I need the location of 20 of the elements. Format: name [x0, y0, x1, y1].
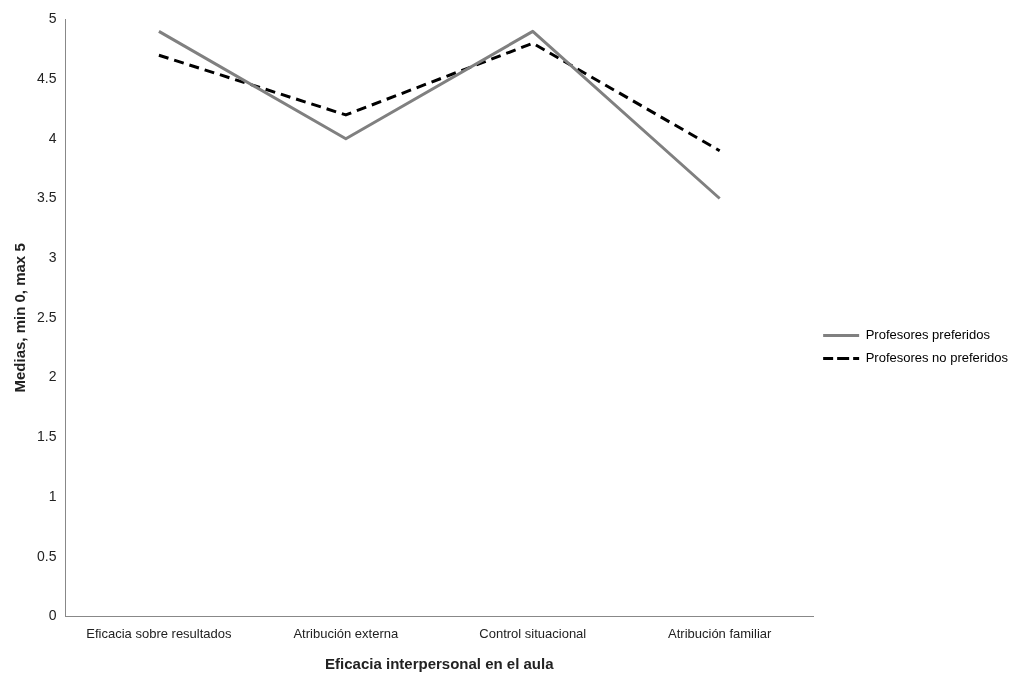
y-tick-label: 2 [48, 368, 57, 385]
y-tick-label: 0 [48, 607, 57, 624]
x-tick-label: Control situacional [479, 625, 587, 641]
legend-label: Profesores preferidos [865, 327, 991, 343]
x-axis-title: Eficacia interpersonal en el aula [325, 655, 555, 673]
line-series [157, 41, 722, 153]
x-tick-label: Atribución familiar [668, 625, 773, 641]
y-tick-label: 4 [48, 129, 57, 146]
y-tick-label: 1.5 [36, 428, 57, 445]
y-tick-label: 0.5 [36, 547, 57, 564]
x-tick-label: Atribución externa [293, 625, 399, 641]
y-tick-label: 3.5 [36, 189, 57, 206]
y-tick-label: 5 [48, 10, 57, 27]
y-tick-label: 1 [48, 487, 57, 504]
legend-label: Profesores no preferidos [865, 350, 1009, 366]
y-tick-label: 3 [48, 249, 57, 266]
y-tick-label: 2.5 [36, 308, 57, 325]
x-tick-label: Eficacia sobre resultados [86, 625, 233, 641]
y-tick-label: 4.5 [36, 69, 57, 86]
y-axis-title: Medias, min 0, max 5 [11, 243, 29, 393]
